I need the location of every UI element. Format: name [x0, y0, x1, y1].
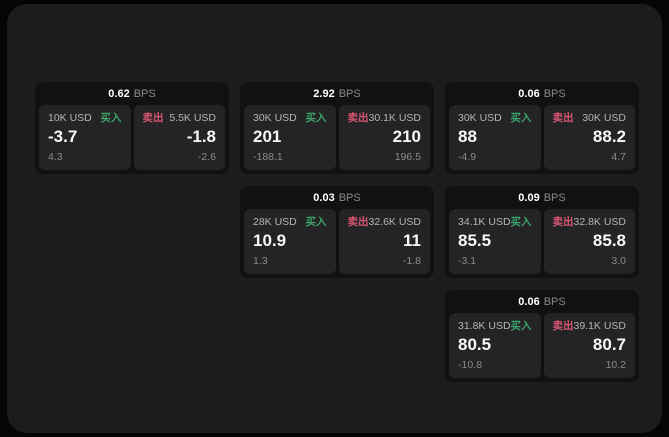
sell-amount: 32.8K USD	[573, 216, 627, 228]
bps-value: 0.06	[518, 295, 540, 308]
bps-unit-label: BPS	[338, 87, 361, 100]
buy-delta: 1.3	[253, 255, 268, 267]
bps-value: 2.92	[313, 87, 335, 100]
bps-unit-label: BPS	[133, 87, 156, 100]
bid-ask-panels: 10K USD 买入 -3.7 4.3 卖出 5.5K USD -1.8 -2.…	[35, 105, 229, 174]
sell-amount: 5.5K USD	[169, 112, 216, 124]
buy-price: 10.9	[253, 231, 287, 250]
buy-amount: 31.8K USD	[458, 320, 511, 332]
buy-tile[interactable]: 30K USD 买入 201 -188.1	[244, 105, 336, 170]
sell-price: 88.2	[592, 127, 626, 146]
sell-delta: 196.5	[394, 151, 421, 163]
buy-label: 买入	[305, 216, 327, 228]
sell-label: 卖出	[347, 216, 369, 228]
sell-label: 卖出	[142, 112, 164, 124]
sell-tile[interactable]: 卖出 39.1K USD 80.7 10.2	[543, 313, 635, 378]
buy-label: 买入	[100, 112, 122, 124]
sell-tile[interactable]: 卖出 5.5K USD -1.8 -2.6	[133, 105, 225, 170]
bid-ask-panels: 31.8K USD 买入 80.5 -10.8 卖出 39.1K USD 80.…	[445, 313, 639, 382]
bps-value: 0.06	[518, 87, 540, 100]
buy-label: 买入	[510, 320, 532, 332]
bps-unit-label: BPS	[543, 295, 566, 308]
buy-amount: 28K USD	[253, 216, 297, 228]
buy-delta: -188.1	[253, 151, 283, 163]
sell-delta: 4.7	[611, 151, 626, 163]
buy-delta: -10.8	[458, 359, 482, 371]
sell-delta: 10.2	[605, 359, 626, 371]
buy-label: 买入	[510, 216, 532, 228]
buy-amount: 34.1K USD	[458, 216, 511, 228]
bid-ask-panels: 30K USD 买入 88 -4.9 卖出 30K USD 88.2 4.7	[445, 105, 639, 174]
quote-card: 0.06 BPS 30K USD 买入 88 -4.9 卖出 30K USD	[445, 82, 639, 174]
quote-card: 0.06 BPS 31.8K USD 买入 80.5 -10.8 卖出 39.1…	[445, 290, 639, 382]
sell-price: -1.8	[186, 127, 216, 146]
card-header: 0.06 BPS	[445, 82, 639, 105]
sell-amount: 39.1K USD	[573, 320, 627, 332]
quote-cards-grid: 0.62 BPS 10K USD 买入 -3.7 4.3 卖出 5.5K USD	[35, 82, 639, 382]
quote-card: 0.09 BPS 34.1K USD 买入 85.5 -3.1 卖出 32.8K…	[445, 186, 639, 278]
buy-delta: 4.3	[48, 151, 63, 163]
card-header: 0.03 BPS	[240, 186, 434, 209]
bps-value: 0.09	[518, 191, 540, 204]
sell-tile[interactable]: 卖出 32.8K USD 85.8 3.0	[543, 209, 635, 274]
sell-label: 卖出	[552, 112, 574, 124]
card-header: 2.92 BPS	[240, 82, 434, 105]
sell-delta: -2.6	[197, 151, 216, 163]
sell-delta: 3.0	[611, 255, 626, 267]
buy-price: 85.5	[458, 231, 492, 250]
buy-label: 买入	[510, 112, 532, 124]
sell-amount: 30K USD	[582, 112, 626, 124]
buy-tile[interactable]: 28K USD 买入 10.9 1.3	[244, 209, 336, 274]
card-header: 0.06 BPS	[445, 290, 639, 313]
main-panel: 0.62 BPS 10K USD 买入 -3.7 4.3 卖出 5.5K USD	[7, 4, 662, 433]
bps-unit-label: BPS	[543, 191, 566, 204]
sell-tile[interactable]: 卖出 30.1K USD 210 196.5	[338, 105, 430, 170]
sell-amount: 30.1K USD	[368, 112, 422, 124]
sell-delta: -1.8	[402, 255, 421, 267]
sell-price: 80.7	[592, 335, 626, 354]
sell-label: 卖出	[552, 216, 574, 228]
buy-price: 88	[458, 127, 477, 146]
buy-tile[interactable]: 30K USD 买入 88 -4.9	[449, 105, 541, 170]
buy-price: -3.7	[48, 127, 78, 146]
sell-price: 85.8	[592, 231, 626, 250]
buy-tile[interactable]: 31.8K USD 买入 80.5 -10.8	[449, 313, 541, 378]
quote-card: 0.03 BPS 28K USD 买入 10.9 1.3 卖出 32.6K US…	[240, 186, 434, 278]
card-header: 0.09 BPS	[445, 186, 639, 209]
buy-amount: 10K USD	[48, 112, 92, 124]
bps-value: 0.62	[108, 87, 130, 100]
sell-tile[interactable]: 卖出 30K USD 88.2 4.7	[543, 105, 635, 170]
bps-unit-label: BPS	[338, 191, 361, 204]
bid-ask-panels: 34.1K USD 买入 85.5 -3.1 卖出 32.8K USD 85.8…	[445, 209, 639, 278]
sell-label: 卖出	[552, 320, 574, 332]
quote-card: 2.92 BPS 30K USD 买入 201 -188.1 卖出 30.1K …	[240, 82, 434, 174]
sell-tile[interactable]: 卖出 32.6K USD 11 -1.8	[338, 209, 430, 274]
sell-price: 210	[392, 127, 421, 146]
bps-value: 0.03	[313, 191, 335, 204]
buy-label: 买入	[305, 112, 327, 124]
buy-tile[interactable]: 34.1K USD 买入 85.5 -3.1	[449, 209, 541, 274]
buy-tile[interactable]: 10K USD 买入 -3.7 4.3	[39, 105, 131, 170]
sell-price: 11	[403, 231, 421, 250]
buy-price: 80.5	[458, 335, 492, 354]
bps-unit-label: BPS	[543, 87, 566, 100]
sell-amount: 32.6K USD	[368, 216, 422, 228]
card-header: 0.62 BPS	[35, 82, 229, 105]
bid-ask-panels: 28K USD 买入 10.9 1.3 卖出 32.6K USD 11 -1.8	[240, 209, 434, 278]
buy-price: 201	[253, 127, 282, 146]
buy-delta: -3.1	[458, 255, 477, 267]
quote-card: 0.62 BPS 10K USD 买入 -3.7 4.3 卖出 5.5K USD	[35, 82, 229, 174]
sell-label: 卖出	[347, 112, 369, 124]
bid-ask-panels: 30K USD 买入 201 -188.1 卖出 30.1K USD 210 1…	[240, 105, 434, 174]
buy-delta: -4.9	[458, 151, 477, 163]
buy-amount: 30K USD	[253, 112, 297, 124]
buy-amount: 30K USD	[458, 112, 502, 124]
